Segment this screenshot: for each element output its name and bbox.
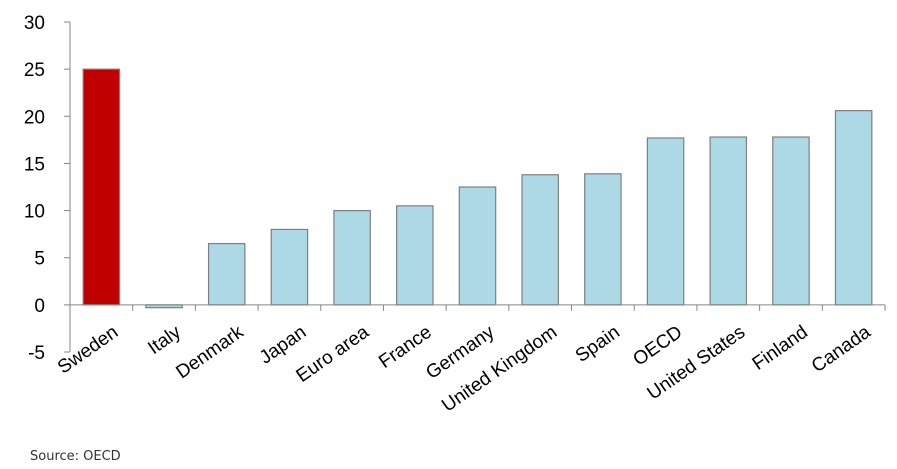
y-tick-label: 10: [24, 202, 45, 223]
bar-japan: [270, 228, 309, 306]
x-category-label: Finland: [749, 322, 812, 375]
y-tick-label: 15: [24, 154, 45, 175]
x-category-label: Sweden: [54, 322, 122, 379]
y-tick-label: 20: [24, 107, 45, 128]
bar-oecd: [646, 137, 685, 306]
bar-denmark: [207, 242, 246, 306]
bars: [82, 68, 873, 309]
y-tick-label: 0: [34, 296, 45, 317]
bar-canada: [834, 110, 873, 306]
x-category-label: Denmark: [172, 321, 248, 383]
x-category-label: Italy: [144, 321, 185, 358]
x-category-label: United Kingdom: [438, 322, 561, 417]
x-category-label: Canada: [808, 322, 875, 378]
bar-united-kingdom: [521, 174, 559, 306]
y-tick-label: 5: [34, 249, 45, 270]
y-tick-label: 25: [24, 60, 45, 81]
bar-spain: [584, 173, 622, 306]
y-tick-label: -5: [28, 343, 45, 364]
x-category-label: Spain: [572, 322, 624, 367]
bar-germany: [458, 186, 497, 306]
x-category-label: Japan: [256, 322, 310, 369]
bar-united-states: [709, 136, 748, 306]
source-note: Source: OECD: [30, 449, 121, 464]
y-axis: -5 0 5 10 15 20 25 30: [24, 13, 71, 364]
bar-france: [396, 205, 434, 306]
bar-sweden: [82, 68, 121, 306]
y-tick-label: 30: [24, 13, 45, 34]
bar-euro-area: [333, 209, 371, 306]
bar-finland: [772, 136, 810, 306]
